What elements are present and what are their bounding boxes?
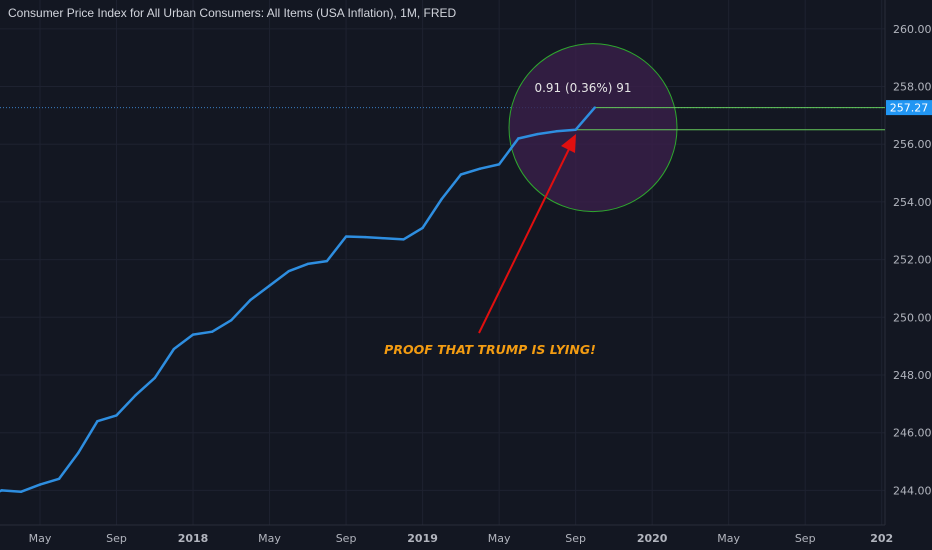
current-price-label: 257.27 [890,102,929,115]
data-point [0,489,3,492]
data-point [249,298,252,302]
x-tick-label: Sep [336,532,357,545]
data-point [325,259,329,263]
data-point [497,163,501,166]
y-tick-label: 250.00 [893,311,932,324]
data-point [593,106,596,109]
x-tick-label: May [488,532,511,545]
y-tick-label: 258.00 [893,81,932,94]
data-point [344,235,348,238]
x-tick-label: May [717,532,740,545]
data-point [172,347,176,351]
current-price-badge: 257.27 [886,100,932,116]
y-tick-label: 260.00 [893,23,932,36]
chart-title: Consumer Price Index for All Urban Consu… [8,6,457,20]
data-point [517,137,520,140]
x-tick-label: 2019 [407,532,438,545]
data-point [574,128,577,132]
y-tick-label: 254.00 [893,196,932,209]
measure-label: 0.91 (0.36%) 91 [534,81,631,95]
x-tick-label: 2020 [637,532,668,545]
x-tick-label: Sep [565,532,586,545]
annotation-arrow[interactable] [478,134,576,334]
data-point [536,132,539,136]
data-point [210,330,214,333]
x-tick-label: 202 [870,532,893,545]
data-point [115,414,118,417]
series-line[interactable] [0,106,596,499]
data-point [134,393,137,397]
series-group [0,106,596,499]
time-axis: May Sep 2018 May Sep 2019 May Sep 2020 May Sep 202 [29,532,894,545]
data-point [230,318,233,322]
data-point [459,173,463,176]
x-tick-label: 2018 [178,532,209,545]
data-point [555,130,558,133]
highlight-circle[interactable] [508,43,678,213]
data-point [191,333,195,336]
data-point [421,226,424,230]
data-point [383,237,386,240]
data-point [364,235,367,239]
data-point [77,451,80,455]
x-tick-label: May [258,532,281,545]
y-tick-label: 248.00 [893,369,932,382]
x-tick-label: Sep [106,532,127,545]
data-point [287,269,290,273]
data-point [268,284,271,287]
y-tick-label: 246.00 [893,427,932,440]
data-point [153,376,156,380]
data-point [19,490,23,494]
data-point [38,483,42,486]
x-tick-label: May [29,532,52,545]
data-point [402,238,405,241]
data-point [440,197,443,201]
x-tick-label: Sep [795,532,816,545]
y-tick-label: 244.00 [893,484,932,497]
data-point [306,262,310,266]
y-tick-label: 256.00 [893,138,932,151]
annotation-text[interactable]: PROOF THAT TRUMP IS LYING! [384,342,596,357]
grid-lines [0,0,885,525]
y-tick-label: 252.00 [893,254,932,267]
data-point [478,167,482,170]
data-point [96,419,99,423]
price-axis: 244.00 246.00 248.00 250.00 252.00 254.00 256.… [893,23,932,498]
data-point [57,477,61,481]
